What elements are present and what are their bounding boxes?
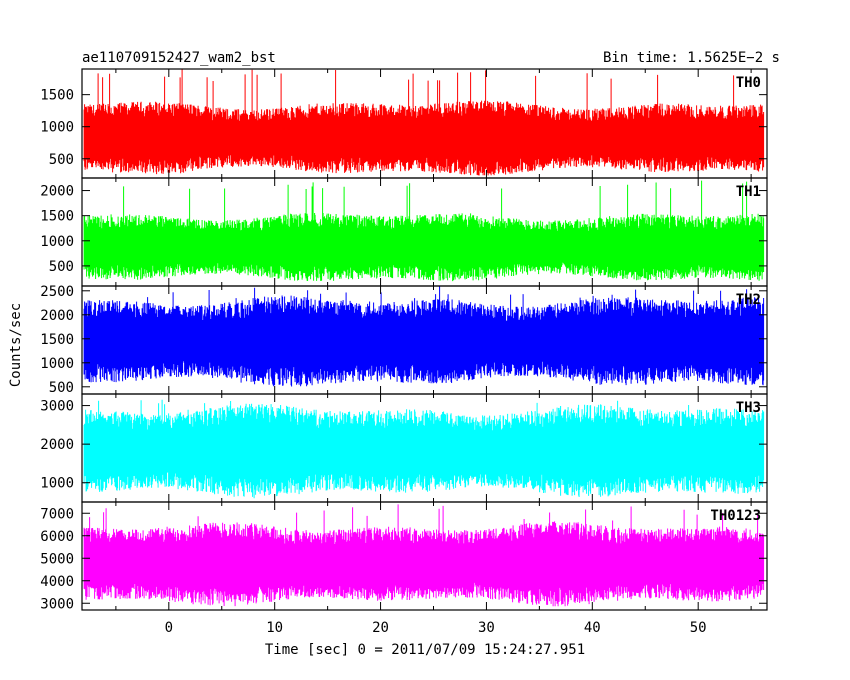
panel-frame-th0123 — [81, 501, 768, 611]
panel-label-th1: TH1 — [736, 184, 761, 200]
y-tick-label: 2000 — [40, 308, 74, 324]
panel-label-th2: TH2 — [736, 292, 761, 308]
bin-time-label: Bin time: 1.5625E−2 s — [603, 50, 780, 66]
x-axis-label: Time [sec] 0 = 2011/07/09 15:24:27.951 — [265, 642, 585, 658]
y-tick-label: 2000 — [40, 184, 74, 200]
series-th1-trace — [83, 180, 765, 282]
panel-label-th0123: TH0123 — [710, 508, 761, 524]
x-tick-label: 30 — [478, 620, 495, 636]
chart-title: ae110709152427_wam2_bst — [82, 50, 276, 66]
y-tick-label: 1500 — [40, 88, 74, 104]
y-tick-label: 1000 — [40, 356, 74, 372]
series-th2-trace — [83, 286, 765, 387]
y-tick-label: 2000 — [40, 437, 74, 453]
series-th0123-trace — [83, 504, 765, 607]
y-tick-label: 2500 — [40, 284, 74, 300]
x-tick-label: 0 — [165, 620, 173, 636]
y-tick-label: 1000 — [40, 476, 74, 492]
y-tick-label: 1000 — [40, 234, 74, 250]
y-tick-label: 6000 — [40, 529, 74, 545]
x-tick-label: 50 — [690, 620, 707, 636]
y-tick-label: 4000 — [40, 574, 74, 590]
y-tick-label: 500 — [49, 380, 74, 396]
panel-label-th0: TH0 — [736, 75, 761, 91]
y-axis-label: Counts/sec — [8, 303, 24, 387]
panel-label-th3: TH3 — [736, 400, 761, 416]
y-tick-label: 7000 — [40, 506, 74, 522]
y-tick-label: 3000 — [40, 399, 74, 415]
y-tick-label: 1000 — [40, 120, 74, 136]
x-tick-label: 10 — [266, 620, 283, 636]
x-tick-label: 20 — [372, 620, 389, 636]
y-tick-label: 500 — [49, 152, 74, 168]
x-tick-label: 40 — [584, 620, 601, 636]
y-tick-label: 1500 — [40, 332, 74, 348]
y-tick-label: 3000 — [40, 596, 74, 612]
y-tick-label: 500 — [49, 259, 74, 275]
series-th0-trace — [83, 69, 765, 176]
y-tick-label: 1500 — [40, 209, 74, 225]
series-th3-trace — [83, 399, 765, 499]
y-tick-label: 5000 — [40, 551, 74, 567]
